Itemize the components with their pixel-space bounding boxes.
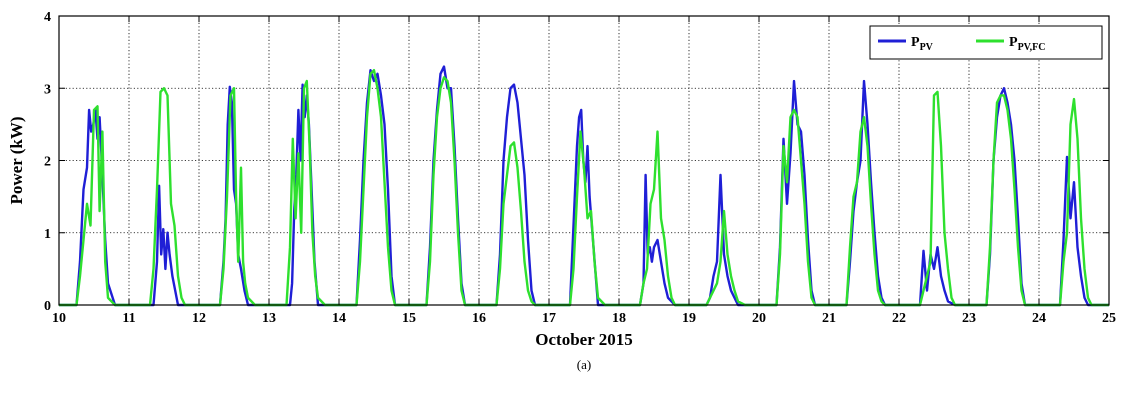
legend-label-ppv: PPV [911,35,934,53]
legend-label-ppvfc-sub: PV,FC [1018,42,1046,53]
x-tick-label: 20 [752,311,766,326]
x-tick-label: 11 [122,311,135,326]
x-axis: 10 11 12 13 14 15 16 17 18 19 20 21 22 23 24 25 [52,16,1116,326]
y-tick-label: 0 [44,299,51,314]
grid-lines [59,16,1109,305]
legend-label-ppvfc: PPV,FC [1009,35,1045,53]
x-tick-label: 16 [472,311,486,326]
x-tick-label: 12 [192,311,206,326]
series-line-ppvfc [59,68,1109,307]
legend-label-ppv-main: P [911,35,920,50]
x-axis-title: October 2015 [535,330,632,349]
x-tick-label: 14 [332,311,346,326]
series-line-ppv [59,65,1109,307]
x-tick-label: 18 [612,311,626,326]
legend: PPV PPV,FC [869,25,1103,60]
y-axis-title: Power (kW) [7,117,26,205]
x-tick-label: 24 [1032,311,1046,326]
x-tick-label: 19 [682,311,696,326]
x-tick-label: 10 [52,311,66,326]
y-tick-label: 1 [44,227,51,242]
figure-caption: (a) [577,357,591,372]
x-tick-label: 25 [1102,311,1116,326]
x-tick-label: 17 [542,311,556,326]
legend-label-ppvfc-main: P [1009,35,1018,50]
series-layer [59,65,1109,307]
x-tick-label: 21 [822,311,836,326]
x-tick-label: 13 [262,311,276,326]
legend-label-ppv-sub: PV [920,42,934,53]
y-tick-label: 4 [44,10,51,25]
y-tick-label: 2 [44,155,51,170]
y-axis: 0 1 2 3 4 [44,10,1109,314]
x-tick-label: 15 [402,311,416,326]
x-tick-label: 23 [962,311,976,326]
y-tick-label: 3 [44,82,51,97]
x-tick-label: 22 [892,311,906,326]
